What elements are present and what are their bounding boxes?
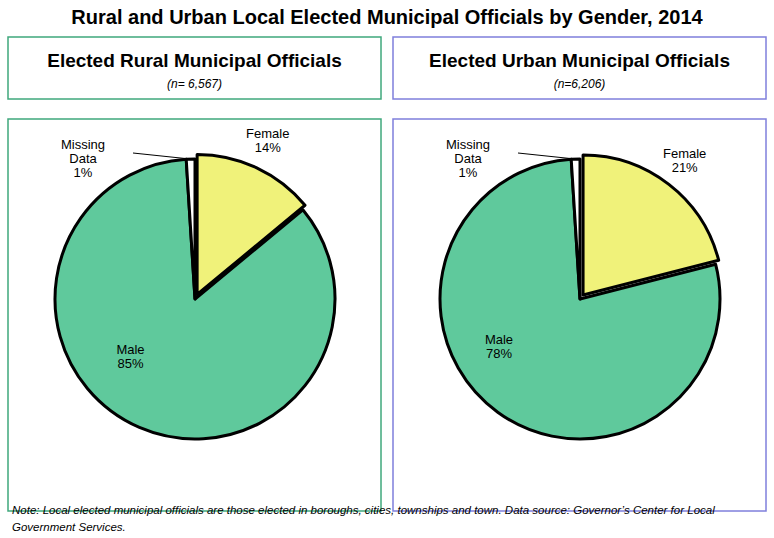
data-labels: Female14% Male85% MissingData1% — [61, 126, 289, 370]
slice-value: 85% — [118, 356, 144, 371]
page-title: Rural and Urban Local Elected Municipal … — [71, 6, 703, 28]
slice-name: Female — [246, 126, 289, 141]
header-frame — [8, 37, 381, 99]
slice-name-line: Male — [485, 332, 513, 347]
slice-name-line: Data — [69, 151, 97, 166]
slice-name: Male — [485, 332, 513, 347]
panel-subtitle: (n=6,206) — [554, 77, 606, 91]
note: Note: Local elected municipal officials … — [12, 502, 764, 536]
leader-line — [518, 153, 576, 159]
slice-name: Female — [663, 146, 706, 161]
slice-name-line: Missing — [61, 137, 105, 152]
slice-name: MissingData — [446, 137, 490, 166]
slice-name-line: Female — [246, 126, 289, 141]
pie-panel: Elected Urban Municipal Officials (n=6,20… — [393, 37, 766, 511]
panel-title: Elected Rural Municipal Officials — [47, 50, 342, 71]
pie-slice — [186, 159, 195, 299]
header-frame — [393, 37, 766, 99]
pie-slice — [571, 159, 580, 299]
pie-panel: Elected Rural Municipal Officials (n= 6,5… — [8, 37, 381, 511]
slice-name-line: Data — [454, 151, 482, 166]
slice-name-line: Missing — [446, 137, 490, 152]
slice-value: 1% — [459, 165, 478, 180]
panel-subtitle: (n= 6,567) — [167, 77, 222, 91]
plot-frame — [393, 119, 766, 511]
slice-name-line: Female — [663, 146, 706, 161]
slice-value: 1% — [74, 165, 93, 180]
chart-canvas: Rural and Urban Local Elected Municipal … — [0, 0, 774, 538]
pie-slice — [55, 159, 335, 439]
slices — [55, 154, 335, 439]
slice-name: MissingData — [61, 137, 105, 166]
panel-title: Elected Urban Municipal Officials — [429, 50, 730, 71]
slices — [440, 155, 720, 439]
slice-name-line: Male — [116, 342, 144, 357]
leader-line — [133, 153, 191, 159]
data-labels: Female21% Male78% MissingData1% — [446, 137, 706, 361]
plot-frame — [8, 119, 381, 511]
slice-value: 14% — [255, 140, 281, 155]
pie-slice — [440, 159, 720, 439]
slice-name: Male — [116, 342, 144, 357]
slice-value: 78% — [486, 346, 512, 361]
slice-value: 21% — [672, 160, 698, 175]
